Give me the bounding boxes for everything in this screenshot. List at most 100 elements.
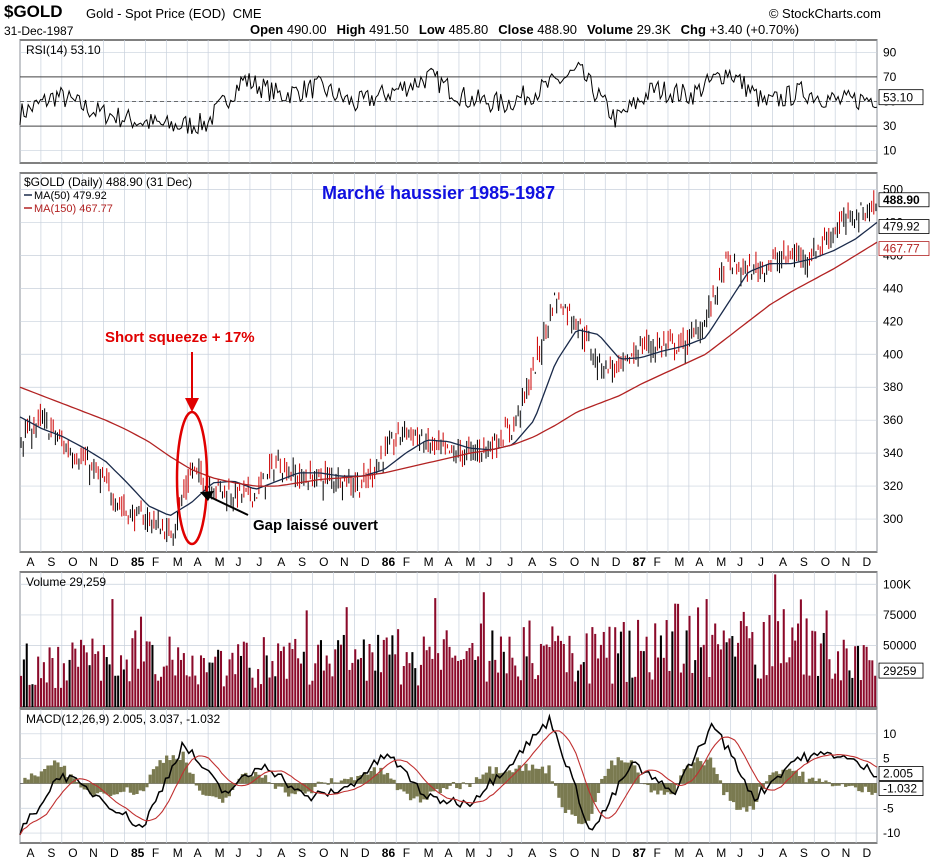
macd-histogram-bar <box>422 783 426 800</box>
x-axis-label: N <box>340 555 349 569</box>
volume-bar <box>634 676 637 707</box>
macd-histogram-bar <box>646 783 650 786</box>
macd-histogram-bar <box>735 783 739 810</box>
volume-bar <box>508 636 511 707</box>
macd-histogram-bar <box>451 781 456 784</box>
macd-histogram-bar <box>801 771 805 784</box>
macd-histogram-bar <box>270 783 274 784</box>
macd-histogram-bar <box>33 775 37 784</box>
rsi-tick-label: 30 <box>883 119 897 133</box>
volume-bar <box>111 599 114 707</box>
volume-bar <box>357 659 360 707</box>
x-axis-label: J <box>758 555 764 569</box>
macd-histogram-bar <box>293 783 297 795</box>
site-credit[interactable]: © StockCharts.com <box>768 6 881 21</box>
volume-bar <box>54 687 57 707</box>
x-axis-label: O <box>570 846 579 860</box>
volume-bar <box>697 607 700 707</box>
volume-bar <box>348 669 351 707</box>
volume-bar <box>34 684 37 707</box>
volume-bar <box>519 680 522 707</box>
x-axis-label: A <box>779 846 787 860</box>
volume-bar <box>114 675 117 707</box>
rsi-tick-label: 90 <box>883 45 897 59</box>
macd-histogram-bar <box>151 769 156 784</box>
macd-histogram-bar <box>329 778 334 784</box>
volume-bar <box>525 656 528 707</box>
macd-histogram-bar <box>863 783 868 787</box>
volume-bar <box>611 683 614 707</box>
volume-bar <box>622 622 625 707</box>
volume-bar <box>411 652 414 707</box>
macd-histogram-bar <box>708 757 713 784</box>
rsi-tick-label: 10 <box>883 144 897 158</box>
volume-bar <box>77 666 80 707</box>
macd-histogram-bar <box>794 770 798 784</box>
volume-bar <box>94 653 97 707</box>
price-value-box <box>878 192 930 208</box>
price-tick-label: 380 <box>883 380 903 394</box>
macd-histogram-bar <box>758 783 762 787</box>
volume-bar <box>414 668 417 707</box>
macd-histogram-bar <box>415 783 419 797</box>
volume-bar <box>174 675 177 707</box>
macd-histogram-bar <box>432 783 436 792</box>
macd-histogram-bar <box>441 783 446 789</box>
macd-histogram-bar <box>847 783 851 787</box>
macd-histogram-bar <box>804 782 808 784</box>
macd-histogram-bar <box>455 783 459 789</box>
x-axis-label: N <box>591 846 600 860</box>
volume-bar <box>711 634 714 707</box>
macd-histogram-bar <box>99 783 103 793</box>
volume-bar <box>534 678 537 707</box>
macd-histogram-bar <box>171 755 175 784</box>
volume-bar <box>451 657 454 707</box>
x-axis-label: O <box>821 846 830 860</box>
volume-bar <box>859 680 862 707</box>
volume-bar <box>99 680 103 707</box>
volume-bar <box>842 639 845 707</box>
rsi-value-box <box>878 89 924 106</box>
macd-histogram-bar <box>488 766 492 784</box>
macd-histogram-bar <box>718 780 723 784</box>
macd-histogram-bar <box>273 783 278 789</box>
ohlc-key: Open <box>250 22 287 37</box>
macd-histogram-bar <box>547 765 551 784</box>
volume-bar <box>582 662 585 707</box>
exchange-text: CME <box>232 6 262 21</box>
macd-histogram-bar <box>267 782 271 784</box>
volume-bar <box>339 644 343 707</box>
volume-bar <box>379 672 382 707</box>
macd-histogram-bar <box>382 774 386 784</box>
ohlc-value: 485.80 <box>448 22 489 37</box>
volume-bar <box>874 675 877 707</box>
macd-histogram-bar <box>672 783 676 794</box>
macd-histogram-bar <box>26 779 30 784</box>
volume-bar <box>248 667 251 707</box>
macd-tick-label: -10 <box>883 826 901 840</box>
macd-histogram-bar <box>224 783 228 798</box>
macd-histogram-bar <box>682 769 686 784</box>
macd-histogram-bar <box>629 760 634 784</box>
macd-histogram-bar <box>319 782 324 784</box>
volume-bar <box>405 652 408 707</box>
macd-histogram-bar <box>214 783 218 798</box>
volume-bar <box>299 663 303 707</box>
macd-histogram-bar <box>339 780 344 784</box>
macd-histogram-bar <box>408 783 413 801</box>
volume-bar <box>65 680 68 707</box>
macd-histogram-bar <box>23 777 27 784</box>
macd-histogram-bar <box>791 770 795 784</box>
volume-bar <box>682 663 685 707</box>
volume-bar <box>757 678 760 707</box>
macd-histogram-bar <box>211 783 215 797</box>
volume-bar <box>551 626 554 707</box>
macd-histogram-bar <box>659 783 663 791</box>
volume-bar <box>85 652 88 707</box>
price-frame <box>19 172 878 553</box>
volume-bar <box>779 663 782 707</box>
volume-bar <box>382 639 385 707</box>
macd-histogram-bar <box>534 768 538 784</box>
ohlc-readout: Open 490.00 High 491.50 Low 485.80 Close 48… <box>250 22 809 37</box>
price-value-box <box>878 241 930 256</box>
